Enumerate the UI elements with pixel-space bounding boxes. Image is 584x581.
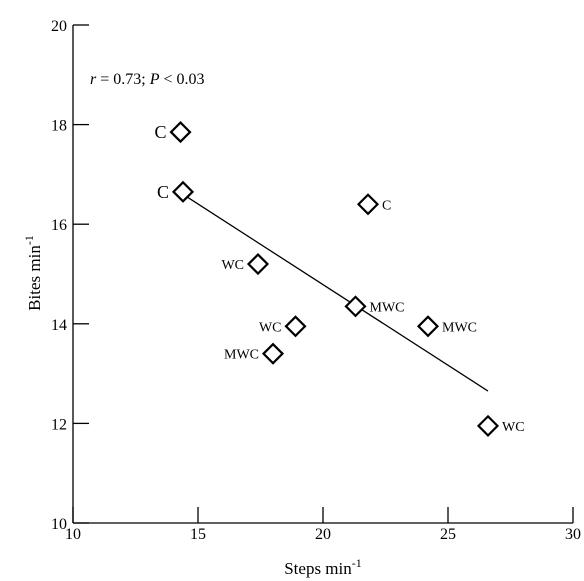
data-point-label: WC — [221, 258, 244, 273]
correlation-annotation: r = 0.73; P < 0.03 — [90, 71, 205, 88]
x-tick-label: 20 — [315, 526, 331, 543]
y-axis-title: Bites min-1 — [22, 235, 44, 311]
data-point-label: C — [154, 122, 166, 142]
data-point-label: C — [157, 182, 169, 202]
x-tick-label: 30 — [565, 526, 581, 543]
data-point-marker — [359, 195, 378, 214]
data-point-marker — [264, 344, 283, 363]
data-point-marker — [346, 297, 365, 316]
data-point-marker — [249, 255, 268, 274]
data-point-label: MWC — [442, 320, 477, 335]
data-point-label: MWC — [224, 348, 259, 363]
x-tick-label: 15 — [190, 526, 206, 543]
y-tick-label: 12 — [51, 416, 67, 433]
data-point-label: C — [382, 198, 391, 213]
data-point-marker — [479, 416, 498, 435]
y-tick-label: 16 — [51, 217, 67, 234]
y-tick-label: 20 — [51, 18, 67, 35]
x-tick-label: 10 — [65, 526, 81, 543]
axes — [73, 25, 573, 523]
data-point-marker — [419, 317, 438, 336]
data-point-marker — [171, 123, 190, 142]
data-point-label: WC — [259, 320, 282, 335]
data-point-marker — [286, 317, 305, 336]
y-tick-label: 18 — [51, 118, 67, 135]
data-point-label: MWC — [370, 300, 405, 315]
x-axis-title: Steps min-1 — [284, 556, 362, 578]
y-tick-label: 14 — [51, 317, 67, 334]
data-point-label: WC — [502, 420, 525, 435]
x-tick-label: 25 — [440, 526, 456, 543]
